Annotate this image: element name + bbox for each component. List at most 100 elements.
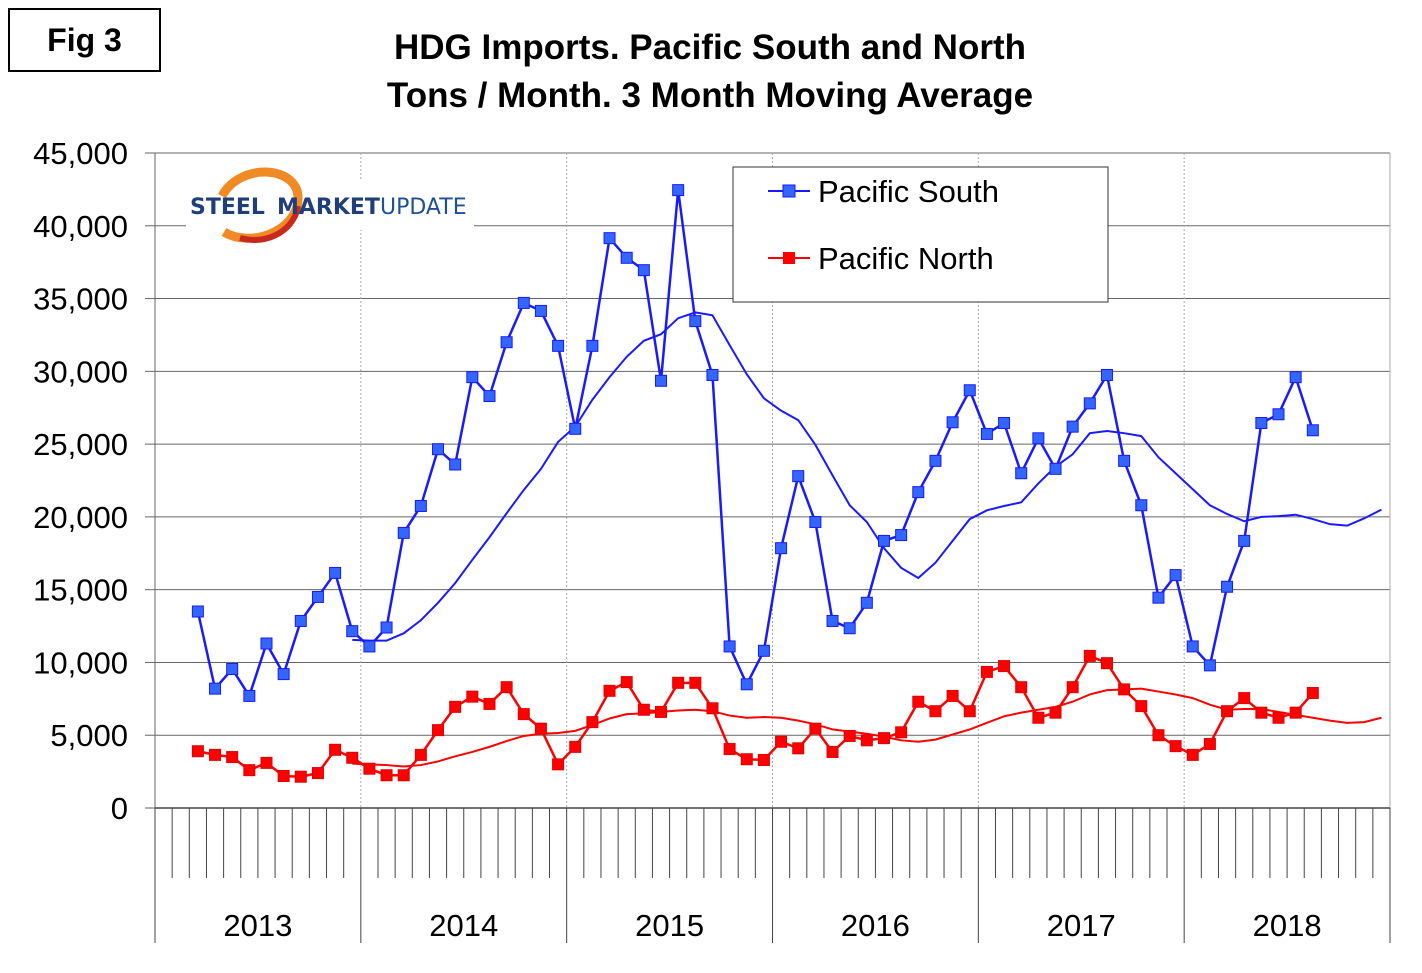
data-point [1169, 740, 1182, 753]
data-point [363, 640, 376, 653]
data-point [672, 676, 685, 689]
x-year-label: 2014 [429, 908, 498, 943]
data-point [586, 339, 599, 352]
data-point [260, 756, 273, 769]
data-point [603, 684, 616, 697]
axes: 0 5,000 10,000 15,000 20,000 25,000 30,000 35,0… [33, 136, 1391, 943]
data-point [191, 605, 204, 618]
data-point [243, 764, 256, 777]
data-point [500, 336, 513, 349]
y-tick-label: 10,000 [33, 645, 128, 680]
logo-background [186, 180, 474, 230]
y-tick-label: 20,000 [33, 500, 128, 535]
data-point [689, 676, 702, 689]
data-point [517, 296, 530, 309]
legend-label-pacific-north: Pacific North [818, 241, 994, 276]
data-point [723, 743, 736, 756]
data-point [620, 251, 633, 264]
data-point [414, 499, 427, 512]
data-point [1289, 371, 1302, 384]
data-point [792, 470, 805, 483]
y-tick-label: 30,000 [33, 354, 128, 389]
data-point [998, 660, 1011, 673]
data-point [620, 676, 633, 689]
data-point [1306, 424, 1319, 437]
data-point [380, 621, 393, 634]
data-point [1049, 462, 1062, 475]
data-point [637, 703, 650, 716]
data-point [260, 637, 273, 650]
data-point [980, 665, 993, 678]
data-point [380, 769, 393, 782]
data-point [877, 732, 890, 745]
data-point [912, 486, 925, 499]
data-point [397, 526, 410, 539]
data-point [1272, 711, 1285, 724]
chart-title: HDG Imports. Pacific South and North Ton… [300, 24, 1120, 120]
data-point [946, 689, 959, 702]
data-point [569, 740, 582, 753]
data-point [603, 232, 616, 245]
data-point [775, 735, 788, 748]
data-point [432, 724, 445, 737]
series-pacific-north [191, 649, 1382, 783]
x-year-label: 2017 [1047, 908, 1116, 943]
data-point [792, 742, 805, 755]
data-point [895, 726, 908, 739]
data-point [397, 769, 410, 782]
legend-marker-pacific-north [783, 252, 795, 264]
data-point [1066, 420, 1079, 433]
data-point [449, 458, 462, 471]
x-year-label: 2013 [223, 908, 292, 943]
legend-label-pacific-south: Pacific South [818, 174, 999, 209]
data-point [1255, 706, 1268, 719]
data-point [311, 767, 324, 780]
data-point [1152, 729, 1165, 742]
data-point [1186, 640, 1199, 653]
chart-subtitle: Tons / Month. 3 Month Moving Average [386, 76, 1034, 115]
moving-average-line [352, 687, 1382, 768]
data-point [843, 622, 856, 635]
data-point [946, 416, 959, 429]
data-point [1255, 417, 1268, 430]
data-line [197, 654, 1314, 778]
data-point [586, 716, 599, 729]
data-point [552, 758, 565, 771]
y-tick-label: 5,000 [50, 718, 128, 753]
data-point [775, 542, 788, 555]
series-layer [191, 184, 1382, 783]
data-point [826, 614, 839, 627]
figure-label: Fig 3 [8, 8, 161, 72]
data-point [226, 662, 239, 675]
data-point [1015, 681, 1028, 694]
x-year-label: 2015 [635, 908, 704, 943]
data-point [1083, 397, 1096, 410]
legend: Pacific South Pacific North [732, 166, 1109, 303]
data-point [1032, 432, 1045, 445]
data-point [294, 770, 307, 783]
logo-text-update: UPDATE [380, 195, 467, 220]
x-year-label: 2018 [1253, 908, 1322, 943]
data-point [277, 769, 290, 782]
logo-swoosh-red-icon [239, 205, 301, 243]
y-tick-label: 0 [111, 791, 128, 826]
data-point [226, 751, 239, 764]
y-tick-label: 35,000 [33, 282, 128, 317]
data-point [912, 695, 925, 708]
data-point [1289, 706, 1302, 719]
data-point [1100, 657, 1113, 670]
data-point [483, 390, 496, 403]
data-point [1049, 706, 1062, 719]
data-point [432, 443, 445, 456]
data-point [1152, 591, 1165, 604]
data-point [1066, 681, 1079, 694]
y-tick-label: 25,000 [33, 427, 128, 462]
data-point [723, 640, 736, 653]
data-point [860, 596, 873, 609]
data-point [414, 748, 427, 761]
data-point [655, 374, 668, 387]
data-point [689, 315, 702, 328]
data-point [534, 722, 547, 735]
data-point [740, 753, 753, 766]
data-point [963, 705, 976, 718]
